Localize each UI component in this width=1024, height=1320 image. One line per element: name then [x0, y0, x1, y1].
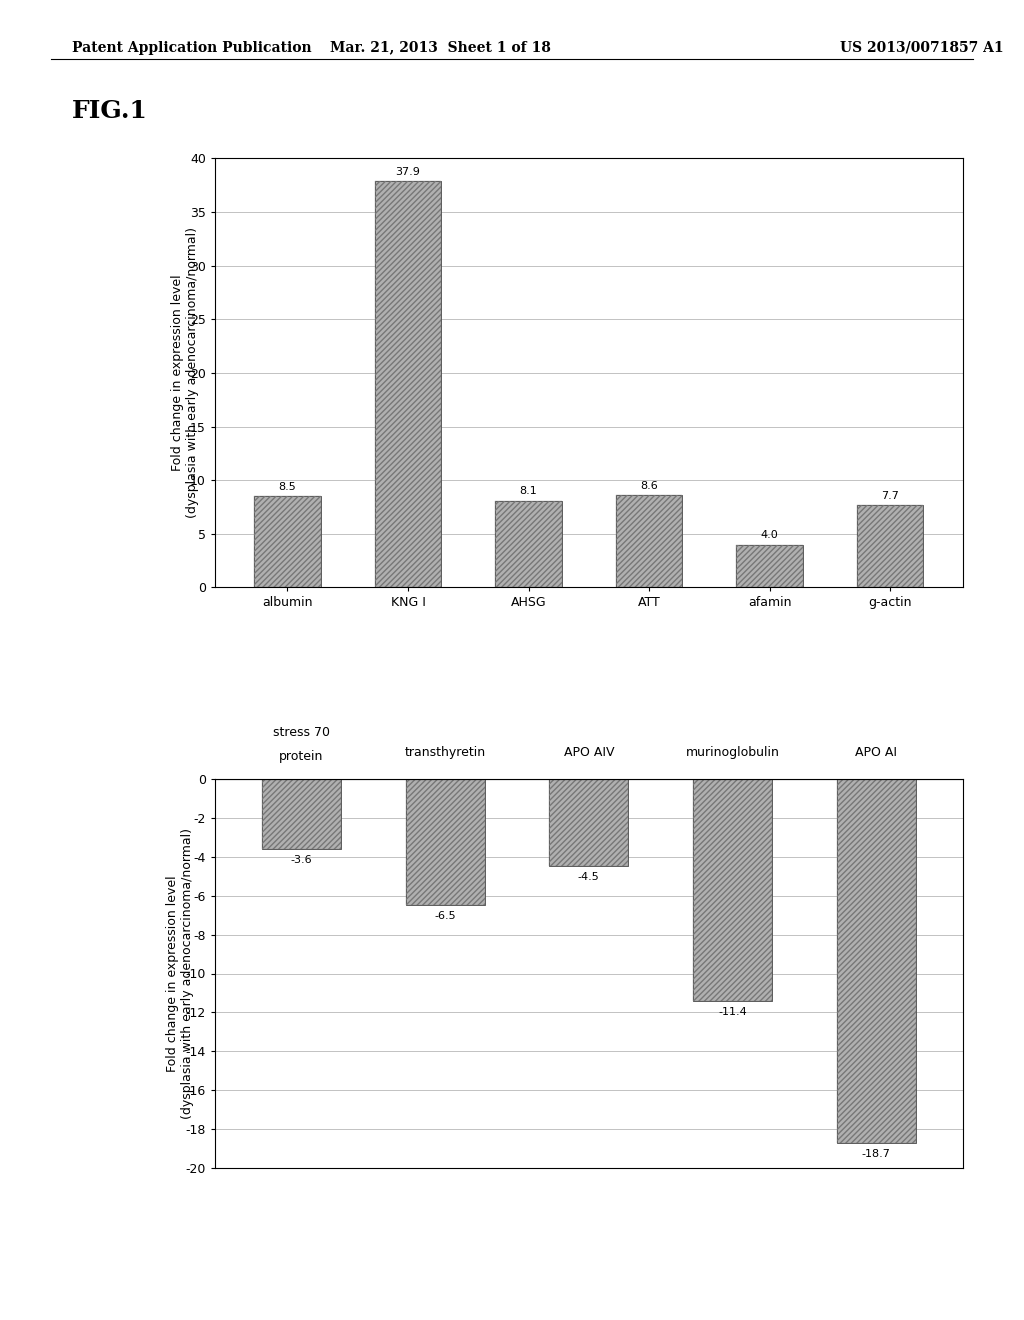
Bar	[615, 495, 682, 587]
Bar	[549, 779, 629, 866]
Bar	[736, 544, 803, 587]
Text: 4.0: 4.0	[761, 531, 778, 540]
Text: -11.4: -11.4	[718, 1007, 746, 1016]
Text: -6.5: -6.5	[434, 911, 456, 921]
Bar	[254, 496, 321, 587]
Bar	[262, 779, 341, 849]
Text: -3.6: -3.6	[291, 855, 312, 865]
Text: protein: protein	[280, 750, 324, 763]
Bar	[254, 496, 321, 587]
Bar	[857, 504, 924, 587]
Bar	[375, 181, 441, 587]
Text: 8.5: 8.5	[279, 482, 296, 492]
Bar	[837, 779, 915, 1143]
Text: 8.1: 8.1	[519, 486, 538, 496]
Text: Mar. 21, 2013  Sheet 1 of 18: Mar. 21, 2013 Sheet 1 of 18	[330, 41, 551, 54]
Y-axis label: Fold change in expression level
(dysplasia with early adenocarcinoma/normal): Fold change in expression level (dysplas…	[171, 227, 199, 519]
Text: US 2013/0071857 A1: US 2013/0071857 A1	[840, 41, 1004, 54]
Bar	[693, 779, 772, 1001]
Text: FIG.1: FIG.1	[72, 99, 147, 123]
Text: APO AI: APO AI	[855, 746, 897, 759]
Text: -18.7: -18.7	[862, 1148, 891, 1159]
Bar	[837, 779, 915, 1143]
Bar	[693, 779, 772, 1001]
Bar	[406, 779, 484, 906]
Bar	[736, 544, 803, 587]
Bar	[375, 181, 441, 587]
Text: 37.9: 37.9	[395, 166, 421, 177]
Bar	[496, 500, 562, 587]
Bar	[857, 504, 924, 587]
Text: 8.6: 8.6	[640, 480, 658, 491]
Bar	[262, 779, 341, 849]
Text: transthyretin: transthyretin	[404, 746, 485, 759]
Text: Patent Application Publication: Patent Application Publication	[72, 41, 311, 54]
Bar	[549, 779, 629, 866]
Text: murinoglobulin: murinoglobulin	[686, 746, 779, 759]
Text: -4.5: -4.5	[578, 873, 600, 882]
Bar	[615, 495, 682, 587]
Text: APO AIV: APO AIV	[563, 746, 614, 759]
Bar	[406, 779, 484, 906]
Bar	[496, 500, 562, 587]
Text: 7.7: 7.7	[882, 491, 899, 500]
Text: stress 70: stress 70	[272, 726, 330, 739]
Y-axis label: Fold change in expression level
(dysplasia with early adenocarcinoma/normal): Fold change in expression level (dysplas…	[166, 828, 195, 1119]
